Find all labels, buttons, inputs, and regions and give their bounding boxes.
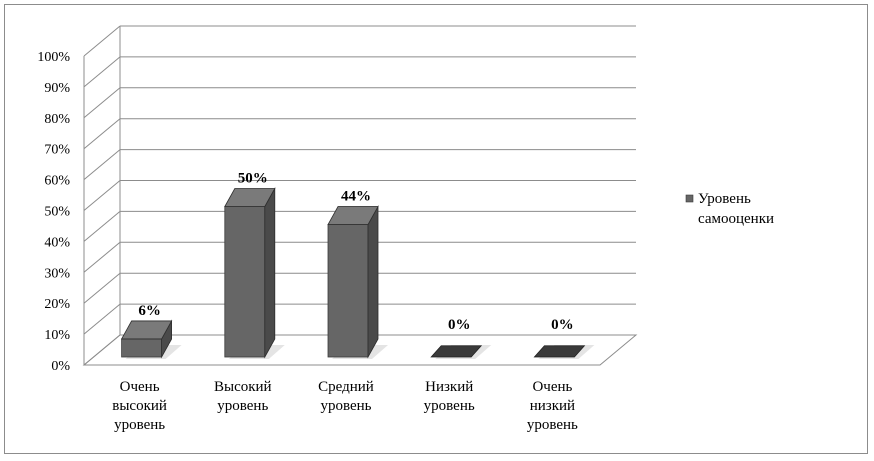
bar-front (121, 338, 162, 358)
category-label-line: Средний (318, 379, 374, 395)
gridline-diagonal (83, 211, 121, 242)
y-tick-label: 10% (44, 328, 70, 343)
bars-layer (120, 186, 595, 359)
gridline-diagonal (83, 87, 121, 119)
bar (533, 345, 595, 359)
gridline-diagonal (83, 25, 121, 57)
bar-top (224, 188, 276, 207)
category-label-line: Очень (120, 379, 160, 395)
bar-top (327, 206, 379, 225)
data-label: 44% (341, 189, 371, 205)
data-label: 50% (238, 171, 268, 187)
chart-frame (4, 4, 868, 454)
bar (224, 186, 285, 359)
legend-entry-line: Уровень (698, 191, 751, 207)
category-label-line: уровень (114, 417, 165, 433)
gridline-diagonal (83, 303, 121, 335)
y-tick-label: 90% (44, 81, 70, 96)
y-tick-label: 40% (44, 235, 70, 250)
bar (120, 319, 182, 359)
gridline-diagonal (83, 272, 121, 304)
category-label: Низкий уровень (424, 379, 475, 414)
bar-side (367, 205, 379, 359)
y-tick-label: 20% (44, 297, 70, 312)
gridline-diagonal (83, 180, 121, 211)
category-label: Высокий уровень (214, 379, 272, 414)
bar (430, 345, 492, 359)
y-tick-label: 30% (44, 266, 70, 281)
y-tick-label: 70% (44, 143, 70, 158)
gridline-diagonal (83, 118, 121, 150)
category-label-line: уровень (527, 417, 578, 433)
category-label-line: Очень (532, 379, 572, 395)
category-label-line: Низкий (425, 379, 473, 395)
y-tick-label: 60% (44, 174, 70, 189)
gridline-diagonal (83, 241, 121, 273)
category-label-line: низкий (530, 398, 575, 414)
legend: Уровень самооценки (685, 191, 774, 227)
category-label-line: Высокий (214, 379, 272, 395)
legend-swatch (685, 194, 694, 203)
bar-front (327, 224, 369, 358)
gridline-diagonal (83, 149, 121, 180)
bar-flat (533, 345, 586, 358)
bar-flat (430, 345, 483, 358)
y-tick-label: 50% (44, 205, 70, 220)
bar-side (264, 186, 276, 359)
data-label: 0% (551, 317, 574, 333)
data-labels: 6% 50% 44% 0% 0% (138, 171, 573, 334)
bar (327, 205, 388, 359)
category-label-line: уровень (424, 398, 475, 414)
y-tick-label: 80% (44, 112, 70, 127)
y-axis-ticks: 0% 10% 20% 30% 40% 50% 60% 70% 80% 90% 100% (37, 50, 70, 374)
bar-front (224, 206, 266, 358)
category-label-line: уровень (217, 398, 268, 414)
data-label: 0% (448, 317, 471, 333)
legend-entry-line: самооценки (698, 211, 774, 227)
category-label: Средний уровень (318, 379, 374, 414)
data-label: 6% (138, 303, 161, 319)
y-tick-label: 0% (51, 359, 70, 374)
category-label: Очень высокий уровень (112, 379, 167, 433)
category-label: Очень низкий уровень (527, 379, 578, 433)
gridline-diagonal (83, 56, 121, 88)
y-tick-label: 100% (37, 50, 70, 65)
category-label-line: высокий (112, 398, 167, 414)
bar-top (120, 320, 173, 340)
category-label-line: уровень (320, 398, 371, 414)
chart-floor (82, 334, 638, 366)
